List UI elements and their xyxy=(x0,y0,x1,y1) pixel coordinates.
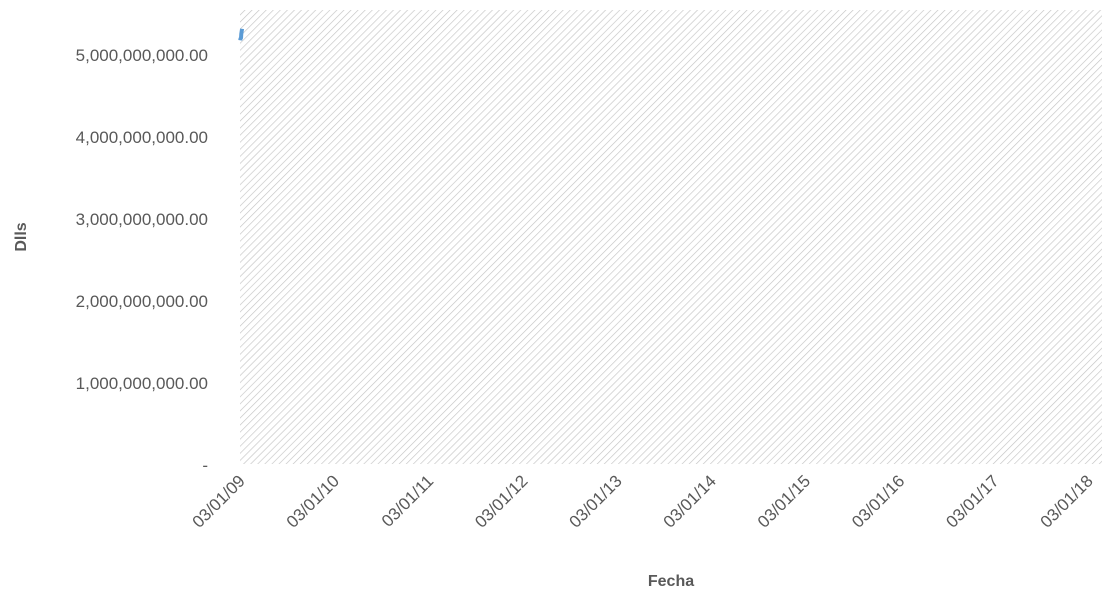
series-line xyxy=(238,28,245,41)
x-tick-label: 03/01/12 xyxy=(471,471,531,531)
x-tick-label: 03/01/15 xyxy=(754,471,814,531)
x-tick-label: 03/01/13 xyxy=(565,471,625,531)
x-tick-label: 03/01/09 xyxy=(189,471,249,531)
x-axis-title: Fecha xyxy=(648,573,694,590)
y-tick-label: 1,000,000,000.00 xyxy=(76,374,208,393)
y-axis-title: Dlls xyxy=(13,222,30,251)
x-tick-label: 03/01/18 xyxy=(1037,471,1097,531)
y-tick-label: 4,000,000,000.00 xyxy=(76,128,208,147)
x-tick-label: 03/01/14 xyxy=(660,471,720,531)
y-tick-label: - xyxy=(202,456,208,475)
x-tick-label: 03/01/16 xyxy=(848,471,908,531)
x-tick-label: 03/01/17 xyxy=(942,471,1002,531)
plot-area xyxy=(240,10,1102,464)
y-tick-label: 3,000,000,000.00 xyxy=(76,210,208,229)
x-tick-label: 03/01/10 xyxy=(283,471,343,531)
y-tick-label: 2,000,000,000.00 xyxy=(76,292,208,311)
y-tick-label: 5,000,000,000.00 xyxy=(76,46,208,65)
x-tick-label: 03/01/11 xyxy=(378,471,437,530)
